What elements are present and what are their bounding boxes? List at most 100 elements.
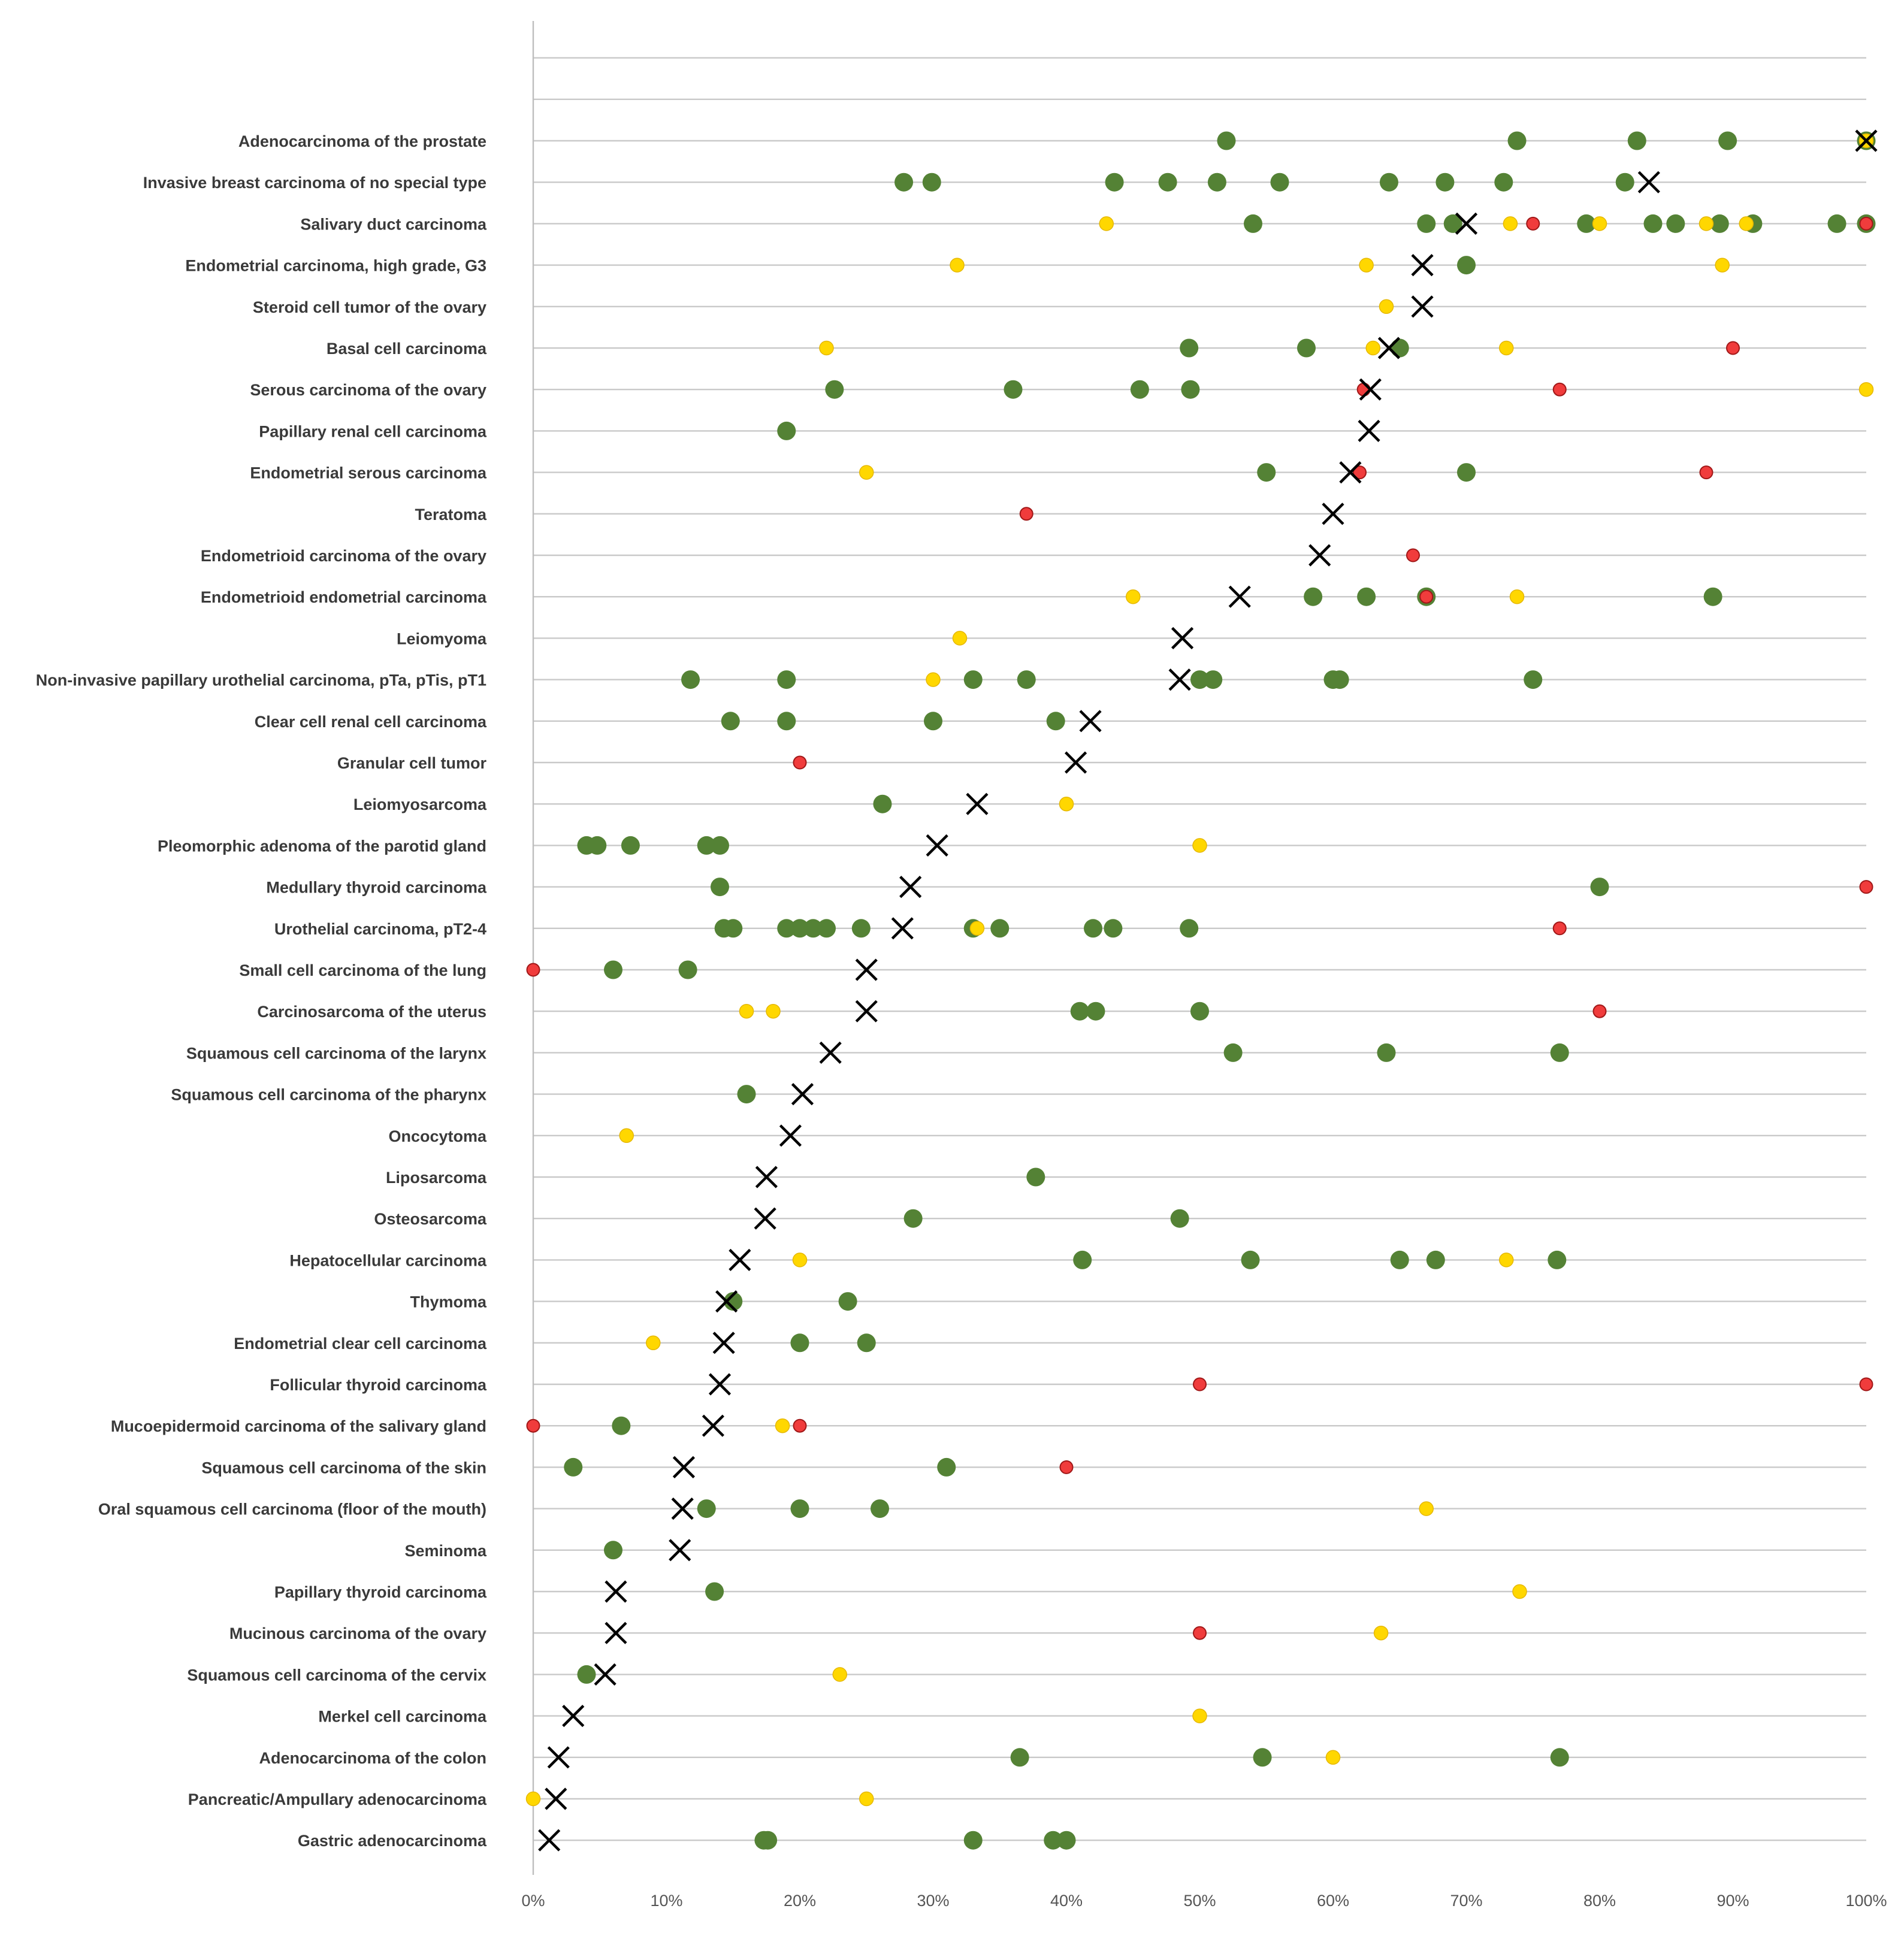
green-point [1057, 1831, 1076, 1850]
category-label: Urothelial carcinoma, pT2-4 [274, 920, 486, 938]
green-point [1017, 670, 1036, 689]
category-label: Salivary duct carcinoma [300, 215, 487, 233]
category-label: Squamous cell carcinoma of the cervix [187, 1666, 486, 1684]
mean-marker [855, 1000, 878, 1023]
green-point [1426, 1250, 1445, 1269]
green-point [1044, 1831, 1063, 1850]
category-label: Granular cell tumor [337, 754, 487, 772]
red-point [793, 1418, 807, 1433]
mean-marker [779, 1124, 802, 1147]
red-point [1356, 382, 1371, 397]
category-label: Basal cell carcinoma [327, 340, 487, 358]
green-point [1084, 919, 1102, 938]
category-label: Endometrial serous carcinoma [250, 464, 487, 482]
green-point [1104, 919, 1123, 938]
yellow-point [1509, 589, 1525, 604]
green-point [681, 670, 700, 689]
green-point [1550, 1043, 1569, 1062]
green-point [1207, 173, 1226, 192]
category-label: Squamous cell carcinoma of the skin [201, 1459, 486, 1477]
green-point [922, 173, 941, 192]
mean-marker [605, 1622, 627, 1644]
green-point [1379, 173, 1398, 192]
green-point [790, 919, 809, 938]
category-label: Pleomorphic adenoma of the parotid gland [158, 837, 486, 855]
yellow-point [1126, 589, 1141, 604]
green-point [705, 1582, 724, 1601]
green-point [1703, 587, 1722, 606]
mean-marker [899, 876, 922, 899]
mean-marker [545, 1787, 567, 1810]
category-label: Follicular thyroid carcinoma [270, 1376, 487, 1394]
category-label: Gastric adenocarcinoma [298, 1832, 487, 1850]
series-green-points [564, 131, 1876, 1850]
x-tick-label: 90% [1716, 1892, 1749, 1910]
green-point [1357, 587, 1376, 606]
category-label: Leiomyoma [397, 630, 487, 648]
green-point [1590, 878, 1609, 897]
green-point [1180, 919, 1199, 938]
x-tick-label: 30% [917, 1892, 949, 1910]
category-label: Papillary thyroid carcinoma [274, 1583, 487, 1601]
mean-marker [855, 958, 878, 981]
category-label: Invasive breast carcinoma of no special … [143, 174, 486, 192]
series-yellow-points [525, 133, 1874, 1807]
x-tick-label: 40% [1050, 1892, 1083, 1910]
mean-marker [1358, 419, 1380, 442]
mean-marker [1339, 461, 1362, 484]
yellow-point [1359, 258, 1374, 273]
mean-marker [1637, 171, 1660, 193]
green-point [621, 836, 640, 855]
green-point [777, 919, 796, 938]
green-point [1297, 338, 1316, 358]
mean-marker [708, 1373, 732, 1396]
yellow-point [646, 1335, 661, 1351]
red-point [1552, 921, 1567, 936]
green-point [871, 1499, 889, 1518]
category-label: Endometrioid endometrial carcinoma [201, 588, 487, 606]
yellow-point [926, 672, 941, 687]
green-point [724, 1292, 743, 1311]
mean-marker [594, 1663, 616, 1686]
category-label: Thymoma [410, 1293, 487, 1311]
category-label: Pancreatic/Ampullary adenocarcinoma [188, 1790, 487, 1808]
mean-marker [1359, 378, 1382, 401]
category-label: Mucoepidermoid carcinoma of the salivary… [111, 1417, 486, 1435]
yellow-point [1512, 1584, 1527, 1599]
green-point [1010, 1748, 1029, 1767]
red-point [1526, 216, 1540, 231]
green-point [1627, 131, 1646, 150]
x-tick-label: 50% [1183, 1892, 1216, 1910]
green-point [588, 836, 607, 855]
mean-marker [754, 1207, 776, 1230]
red-point [1859, 880, 1873, 894]
yellow-point [1499, 340, 1514, 356]
yellow-point [950, 258, 965, 273]
yellow-point [1099, 216, 1114, 231]
green-point [1217, 131, 1236, 150]
mean-marker [547, 1746, 570, 1769]
mean-marker [1168, 668, 1191, 691]
green-point [1524, 670, 1543, 689]
green-point [1550, 1748, 1569, 1767]
yellow-point [952, 631, 968, 646]
yellow-point [969, 921, 985, 936]
mean-marker [1377, 337, 1401, 359]
green-point [758, 1831, 778, 1850]
yellow-point [619, 1128, 634, 1144]
green-point [1170, 1209, 1189, 1228]
mean-marker [1064, 751, 1087, 774]
category-label: Merkel cell carcinoma [318, 1708, 487, 1726]
green-point [1130, 380, 1149, 399]
green-point [678, 960, 697, 979]
category-label: Steroid cell tumor of the ovary [253, 298, 486, 316]
yellow-point [792, 1253, 808, 1268]
mean-marker [538, 1829, 561, 1852]
green-point [1666, 214, 1685, 233]
mean-marker [1171, 627, 1194, 649]
green-point [1390, 338, 1409, 358]
green-point [1257, 463, 1276, 482]
green-point [777, 670, 796, 689]
green-point [737, 1085, 756, 1104]
